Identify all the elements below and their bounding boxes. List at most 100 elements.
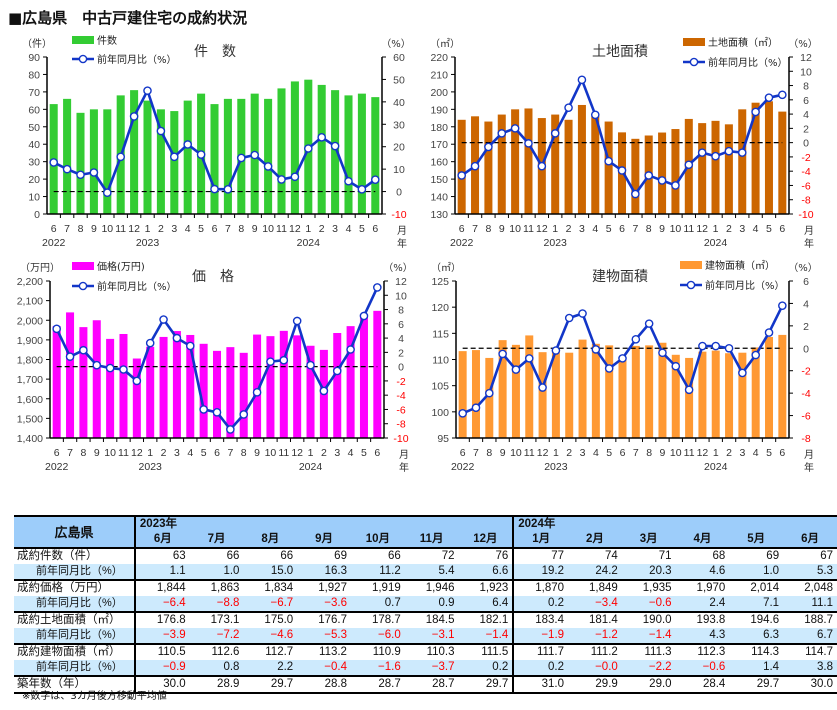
y2-tick-label: 6 <box>803 276 809 288</box>
x-tick-label: 10 <box>262 223 274 235</box>
right-unit-label: （%） <box>383 262 413 274</box>
table-cell: 29.7 <box>729 675 784 694</box>
table-cell: 69 <box>297 547 351 564</box>
x-tick-label: 12 <box>131 447 143 459</box>
yoy-point <box>578 309 587 318</box>
bar <box>724 124 733 214</box>
table-cell: 31.0 <box>512 675 569 694</box>
x-tick-label: 12 <box>697 447 709 459</box>
x-tick-label: 5 <box>201 447 207 459</box>
year-2024-header: 2024年 <box>512 515 837 532</box>
x-tick-label: 6 <box>214 447 220 459</box>
x-tick-label: 7 <box>64 223 70 235</box>
yoy-point <box>524 139 533 148</box>
bar <box>212 350 222 438</box>
y-tick-label: 2,200 <box>17 276 43 288</box>
yoy-point <box>658 348 667 358</box>
bar <box>551 352 560 438</box>
bar <box>63 98 72 214</box>
chart-panel-count: 0 10 20 30 40 50 60 70 80 90 -10 0 10 20 30 40 50 60 6 7 8 9 1… <box>0 30 415 255</box>
bar <box>226 347 235 438</box>
table-cell: 28.9 <box>189 675 244 694</box>
table-cell: −0.9 <box>134 660 190 676</box>
y2-tick-label: 2 <box>803 321 809 333</box>
year-label: 2024 <box>704 461 728 473</box>
table-cell: 29.7 <box>243 675 298 694</box>
bar <box>764 101 773 214</box>
x-tick-label: 7 <box>472 223 478 235</box>
yoy-point <box>250 150 259 160</box>
row-label: 成約建物面積（㎡） <box>14 643 136 660</box>
bar <box>485 357 494 438</box>
table-cell: −3.6 <box>297 596 351 612</box>
yoy-point <box>169 152 179 162</box>
chart-title: 土地面積 <box>592 44 648 60</box>
x-tick-label: 2 <box>161 447 167 459</box>
yoy-point <box>105 363 115 373</box>
month-axis-label: 月 <box>397 225 407 237</box>
yoy-point <box>373 283 382 292</box>
x-tick-label: 10 <box>265 447 277 459</box>
yoy-point <box>252 388 262 397</box>
yoy-point <box>370 175 380 184</box>
x-tick-label: 12 <box>289 223 301 235</box>
y-tick-label: 120 <box>431 302 449 314</box>
yoy-point <box>143 86 152 95</box>
table-cell: 111.5 <box>458 643 514 660</box>
yoy-point <box>591 345 601 354</box>
table-cell: 30.0 <box>783 675 837 694</box>
x-tick-label: 7 <box>473 447 479 459</box>
x-tick-label: 1 <box>308 447 314 459</box>
table-cell: 1,870 <box>512 579 569 596</box>
y2-tick-label: -2 <box>801 366 810 378</box>
bar <box>290 81 299 214</box>
month-header: 7月 <box>189 532 244 548</box>
yoy-point <box>239 410 249 419</box>
table-row: 前年同月比（%） 1.1 1.0 15.0 16.3 11.2 5.4 6.6 19.2 24.2… <box>14 564 837 580</box>
bar <box>618 356 627 438</box>
table-cell: −3.9 <box>134 628 190 644</box>
table-cell: 114.7 <box>783 643 837 660</box>
bar <box>146 346 155 438</box>
legend-bar-label: 件数 <box>97 34 117 47</box>
y2-tick-label: 4 <box>803 298 809 310</box>
x-tick-label: 8 <box>486 447 492 459</box>
table-cell: 112.7 <box>243 643 298 660</box>
left-unit-label: （万円） <box>20 262 60 274</box>
table-cell: −2.2 <box>621 660 676 676</box>
bar <box>698 123 707 214</box>
yoy-point <box>303 144 313 153</box>
x-tick-label: 1 <box>713 223 719 235</box>
table-cell: 6.6 <box>458 564 514 580</box>
table-cell: −3.7 <box>404 660 459 676</box>
month-header: 3月 <box>621 532 676 548</box>
yoy-point <box>551 346 561 355</box>
yoy-point <box>537 161 547 171</box>
bar <box>89 109 98 214</box>
table-row: 成約建物面積（㎡） 110.5 112.6 112.7 113.2 110.9 110.3 1… <box>14 643 837 660</box>
yoy-point <box>199 405 208 414</box>
table-cell: −0.0 <box>568 660 622 676</box>
yoy-point <box>510 124 520 133</box>
bar <box>92 320 101 438</box>
chart-title: 価 格 <box>192 269 234 285</box>
yoy-point <box>724 146 734 156</box>
y2-tick-label: 10 <box>800 66 812 78</box>
yoy-point <box>62 164 72 174</box>
table-cell: −1.9 <box>512 628 569 644</box>
table-cell: 111.3 <box>621 643 676 660</box>
yoy-point <box>738 368 747 378</box>
bar <box>711 120 720 214</box>
yoy-point <box>196 150 206 159</box>
x-tick-label: 1 <box>713 447 719 459</box>
x-tick-label: 4 <box>593 447 599 459</box>
bar <box>658 132 667 214</box>
yoy-point <box>778 301 787 310</box>
bar <box>239 352 248 438</box>
yoy-point <box>471 403 481 413</box>
month-header: 6月 <box>134 532 190 548</box>
x-tick-label: 8 <box>485 223 491 235</box>
table-cell: 1,923 <box>458 579 514 596</box>
bar <box>658 342 667 438</box>
x-tick-label: 1 <box>147 447 153 459</box>
